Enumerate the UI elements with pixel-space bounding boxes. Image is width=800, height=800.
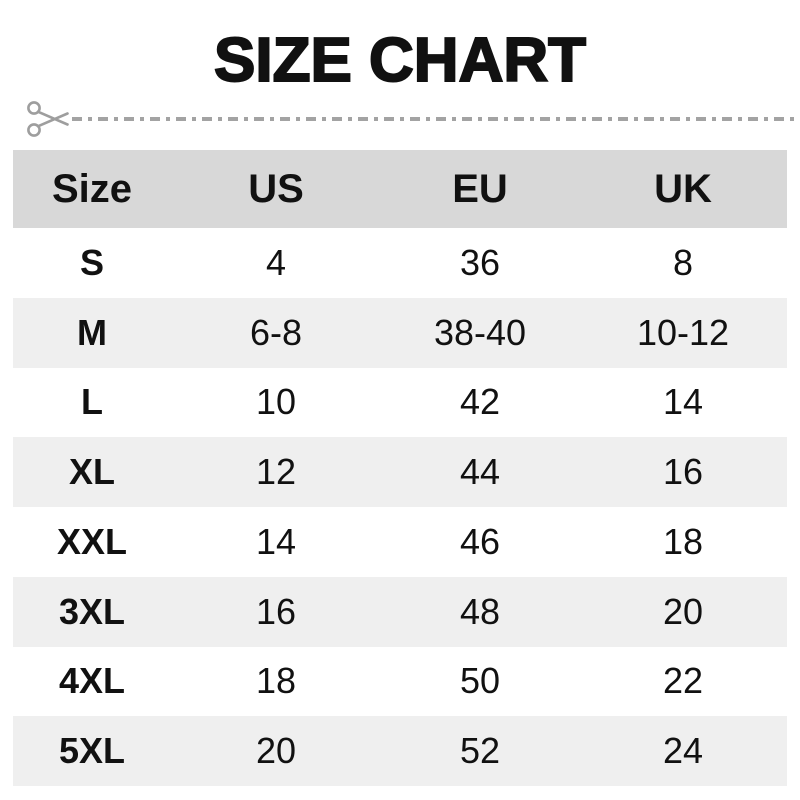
- header-eu: EU: [452, 166, 508, 211]
- size-label: 4XL: [58, 660, 126, 702]
- eu-value: 44: [459, 451, 501, 493]
- table-row: 5XL 20 52 24: [13, 716, 787, 786]
- uk-value: 22: [662, 660, 704, 702]
- uk-value: 16: [662, 451, 704, 493]
- size-label: S: [79, 241, 104, 283]
- eu-value: 52: [459, 730, 501, 772]
- uk-value: 14: [662, 381, 704, 423]
- us-value: 12: [255, 451, 297, 493]
- table-row: L 10 42 14: [13, 367, 787, 438]
- eu-value: 42: [459, 381, 501, 423]
- scissors-icon: [27, 101, 69, 137]
- size-label: XL: [68, 451, 115, 493]
- table-row: S 4 36 8: [13, 228, 787, 298]
- header-uk: UK: [654, 166, 712, 211]
- uk-value: 20: [662, 590, 704, 632]
- page-title: SIZE CHART: [213, 25, 587, 96]
- table-row: M 6-8 38-40 10-12: [13, 297, 787, 368]
- table-row: XXL 14 46 18: [13, 507, 787, 577]
- size-label: 5XL: [58, 730, 126, 772]
- dashed-cut-line: [72, 117, 795, 121]
- size-label: XXL: [56, 520, 127, 562]
- uk-value: 24: [662, 730, 704, 772]
- eu-value: 46: [459, 520, 501, 562]
- table-row: 4XL 18 50 22: [13, 646, 787, 717]
- size-label: L: [81, 381, 103, 423]
- uk-value: 8: [672, 241, 694, 283]
- uk-value: 10-12: [636, 311, 730, 353]
- table-row: XL 12 44 16: [13, 437, 787, 507]
- us-value: 10: [255, 381, 297, 423]
- size-label: 3XL: [58, 590, 126, 632]
- eu-value: 36: [459, 241, 501, 283]
- header-size: Size: [51, 166, 133, 211]
- eu-value: 50: [459, 660, 501, 702]
- eu-value: 48: [459, 590, 501, 632]
- eu-value: 38-40: [433, 311, 527, 353]
- us-value: 4: [265, 241, 287, 283]
- us-value: 20: [255, 730, 297, 772]
- us-value: 16: [255, 590, 297, 632]
- size-table: Size US EU UK S 4 36 8 M 6-8 38-40 10-12…: [13, 150, 787, 786]
- table-row: 3XL 16 48 20: [13, 576, 787, 647]
- cut-line: [0, 96, 800, 144]
- table-body: S 4 36 8 M 6-8 38-40 10-12 L 10 42 14 XL…: [13, 228, 787, 786]
- us-value: 14: [255, 520, 297, 562]
- us-value: 6-8: [249, 311, 303, 353]
- size-label: M: [77, 311, 107, 353]
- us-value: 18: [255, 660, 297, 702]
- table-header-row: Size US EU UK: [13, 150, 787, 228]
- header-us: US: [248, 166, 304, 211]
- uk-value: 18: [662, 520, 704, 562]
